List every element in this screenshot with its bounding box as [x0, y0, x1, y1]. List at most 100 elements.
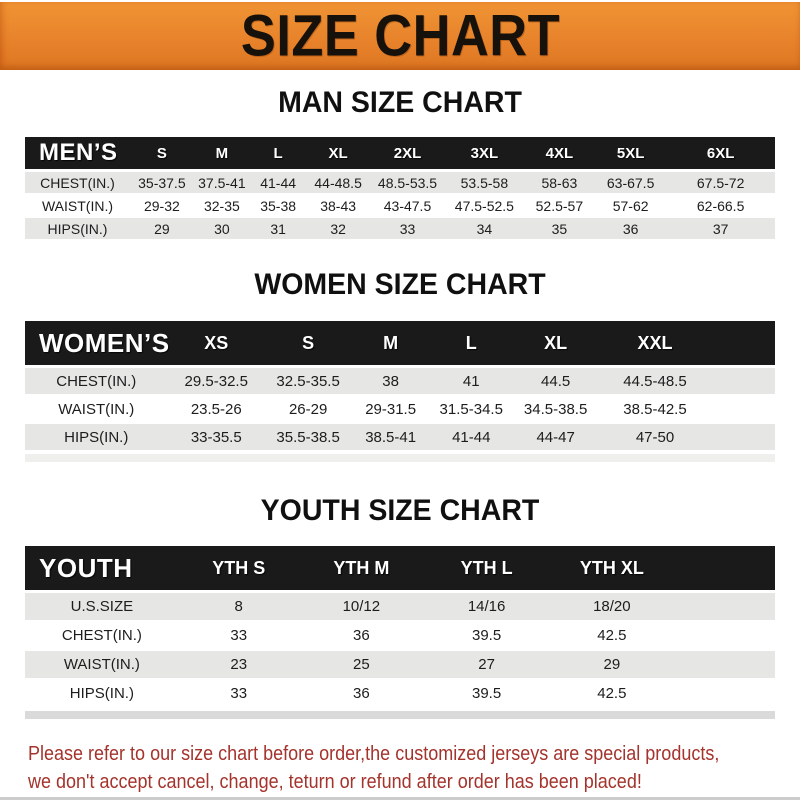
column-header: 5XL — [595, 137, 667, 172]
table-cell: 52.5-57 — [523, 193, 595, 217]
table-row: WAIST(IN.) 23.5-26 26-29 29-31.5 31.5-34.5 34… — [25, 394, 775, 423]
table-cell: 38 — [351, 365, 430, 395]
table-cell: 30 — [193, 216, 250, 239]
women-section-heading: WOMEN SIZE CHART — [254, 268, 546, 301]
table-cell: 14/16 — [423, 590, 550, 621]
men-header-row: MEN’S S M L XL 2XL 3XL 4XL 5XL 6XL — [25, 137, 775, 172]
table-cell: 29-31.5 — [351, 394, 430, 423]
table-cell: 42.5 — [549, 620, 675, 650]
column-header: YTH M — [298, 546, 424, 593]
table-cell: 41 — [430, 365, 513, 395]
men-size-table: MEN’S S M L XL 2XL 3XL 4XL 5XL 6XL CHEST(IN.) 35-3… — [25, 137, 775, 239]
column-header: M — [193, 137, 250, 172]
table-row: U.S.SIZE 8 10/12 14/16 18/20 — [25, 590, 775, 621]
column-header: M — [351, 321, 430, 368]
table-row: WAIST(IN.) 29-32 32-35 35-38 38-43 43-47.5 47.… — [25, 193, 775, 217]
column-header: XL — [306, 137, 370, 172]
table-cell: 10/12 — [298, 590, 424, 621]
table-cell: 62-66.5 — [666, 193, 775, 217]
table-cell: 34.5-38.5 — [512, 394, 599, 423]
table-cell: 67.5-72 — [666, 169, 775, 194]
table-cell: 41-44 — [250, 169, 307, 194]
column-header: 2XL — [370, 137, 445, 172]
column-header: S — [130, 137, 194, 172]
table-cell: 43-47.5 — [370, 193, 445, 217]
men-table-body: CHEST(IN.) 35-37.5 37.5-41 41-44 44-48.5 48.5… — [25, 169, 775, 239]
table-cell: 33 — [178, 678, 299, 707]
table-cell: 44-48.5 — [306, 169, 370, 194]
table-row: CHEST(IN.) 35-37.5 37.5-41 41-44 44-48.5 48.5… — [25, 169, 775, 194]
table-cell: 29 — [130, 216, 194, 239]
table-cell: 41-44 — [430, 422, 513, 450]
table-cell: 37 — [666, 216, 775, 239]
table-cell: 47-50 — [598, 422, 712, 450]
table-cell: 53.5-58 — [445, 169, 524, 194]
table-cell: 44.5 — [512, 365, 599, 395]
table-cell: 32 — [306, 216, 370, 239]
youth-table-underline-bar — [25, 711, 775, 719]
footer-note-line2: we don't accept cancel, change, teturn o… — [28, 771, 642, 793]
row-label: WAIST(IN.) — [25, 193, 130, 217]
table-cell: 38-43 — [306, 193, 370, 217]
table-cell: 26-29 — [265, 394, 352, 423]
column-header — [674, 546, 775, 593]
table-cell: 33 — [370, 216, 445, 239]
table-cell: 36 — [595, 216, 667, 239]
table-cell: 48.5-53.5 — [370, 169, 445, 194]
row-label: CHEST(IN.) — [25, 620, 179, 650]
table-cell: 29 — [549, 649, 675, 679]
table-corner-label: WOMEN’S — [25, 321, 169, 368]
table-cell: 8 — [178, 590, 299, 621]
row-label: CHEST(IN.) — [25, 169, 130, 194]
table-row: WAIST(IN.) 23 25 27 29 — [25, 649, 775, 679]
table-cell: 36 — [298, 678, 424, 707]
table-cell: 31 — [250, 216, 307, 239]
table-row: HIPS(IN.) 33 36 39.5 42.5 — [25, 678, 775, 707]
women-header-row: WOMEN’S XS S M L XL XXL — [25, 321, 775, 368]
table-corner-label: YOUTH — [25, 546, 179, 593]
table-cell — [674, 678, 775, 707]
table-cell: 35 — [523, 216, 595, 239]
table-row: CHEST(IN.) 29.5-32.5 32.5-35.5 38 41 44.5 44.5… — [25, 365, 775, 395]
row-label: U.S.SIZE — [25, 590, 179, 621]
table-cell: 35.5-38.5 — [265, 422, 352, 450]
column-header: 3XL — [445, 137, 524, 172]
table-cell — [674, 620, 775, 650]
table-cell: 63-67.5 — [595, 169, 667, 194]
table-cell — [711, 365, 775, 395]
table-cell: 35-38 — [250, 193, 307, 217]
bottom-border — [0, 797, 800, 800]
row-label: HIPS(IN.) — [25, 216, 130, 239]
column-header: YTH L — [423, 546, 550, 593]
table-cell: 23 — [178, 649, 299, 679]
table-cell: 29.5-32.5 — [167, 365, 265, 395]
table-row: HIPS(IN.) 33-35.5 35.5-38.5 38.5-41 41-44 44-… — [25, 422, 775, 450]
women-table-body: CHEST(IN.) 29.5-32.5 32.5-35.5 38 41 44.5 44.5… — [25, 365, 775, 450]
youth-table-body: U.S.SIZE 8 10/12 14/16 18/20 CHEST(IN.) 33 36 39… — [25, 590, 775, 707]
table-cell: 38.5-41 — [351, 422, 430, 450]
column-header: S — [265, 321, 352, 368]
table-cell — [711, 394, 775, 423]
women-table-underline-bar — [25, 454, 775, 462]
table-cell: 44-47 — [512, 422, 599, 450]
row-label: HIPS(IN.) — [25, 678, 179, 707]
table-cell: 42.5 — [549, 678, 675, 707]
table-cell: 31.5-34.5 — [430, 394, 513, 423]
youth-section-heading: YOUTH SIZE CHART — [260, 494, 540, 527]
row-label: WAIST(IN.) — [25, 649, 179, 679]
row-label: HIPS(IN.) — [25, 422, 168, 450]
footer-note-line1: Please refer to our size chart before or… — [28, 743, 720, 765]
column-header: L — [430, 321, 513, 368]
table-cell: 27 — [423, 649, 550, 679]
size-chart-title: SIZE CHART — [240, 2, 560, 69]
table-cell: 39.5 — [423, 620, 550, 650]
table-cell: 44.5-48.5 — [598, 365, 712, 395]
column-header: YTH XL — [549, 546, 675, 593]
table-cell: 57-62 — [595, 193, 667, 217]
table-cell: 18/20 — [549, 590, 675, 621]
table-cell: 29-32 — [130, 193, 194, 217]
man-section-heading: MAN SIZE CHART — [278, 86, 522, 119]
footer-note: Please refer to our size chart before or… — [28, 740, 800, 796]
table-cell: 39.5 — [423, 678, 550, 707]
